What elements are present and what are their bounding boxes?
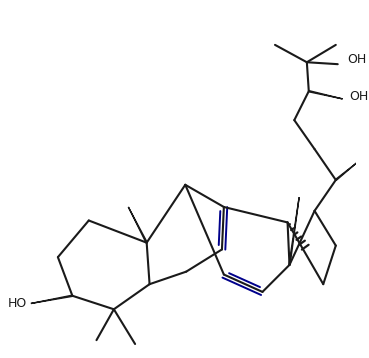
Polygon shape <box>128 207 147 243</box>
Text: HO: HO <box>8 297 27 310</box>
Polygon shape <box>289 197 299 265</box>
Text: OH: OH <box>349 91 369 103</box>
Polygon shape <box>31 295 72 304</box>
Text: OH: OH <box>347 53 367 66</box>
Polygon shape <box>308 91 342 99</box>
Polygon shape <box>335 163 357 180</box>
